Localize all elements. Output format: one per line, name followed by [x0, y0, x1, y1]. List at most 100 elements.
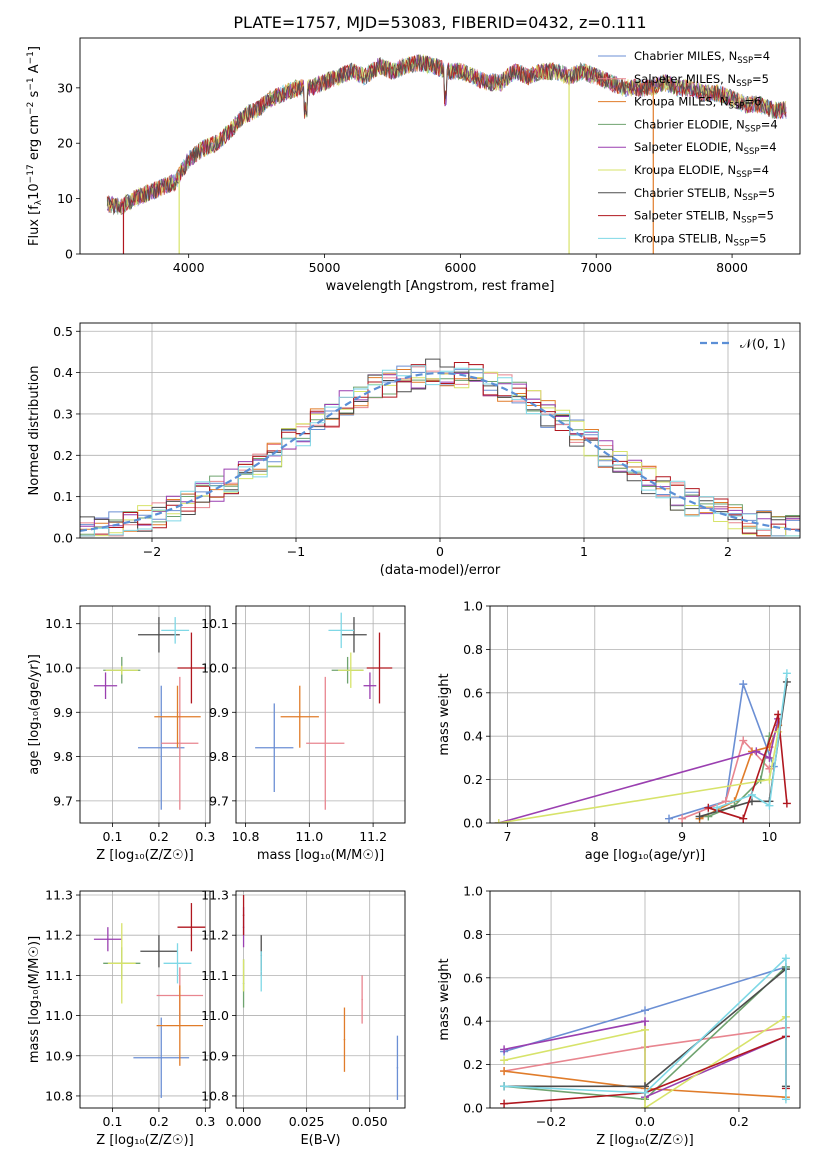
x-tick-label: 0.050 — [352, 1114, 388, 1129]
data-point — [160, 746, 163, 749]
data-point — [343, 1038, 346, 1041]
x-tick-label: 10 — [761, 829, 777, 844]
y-tick-label: 10.0 — [201, 661, 229, 676]
y-tick-label: 0.6 — [463, 685, 483, 700]
x-tick-label: −1 — [287, 544, 305, 559]
data-point — [179, 1024, 181, 1027]
data-point — [324, 742, 327, 745]
y-axis-label-sup: −2 — [26, 102, 36, 115]
weight-marker — [641, 1104, 649, 1108]
y-axis-label-rest: ] — [27, 46, 42, 51]
legend-sub: SSP — [742, 193, 758, 203]
x-tick-label: 0.3 — [195, 1114, 215, 1129]
plot-area — [93, 903, 206, 1098]
y-axis-label: Flux [fλ10−17 erg cm−2 s−1 A−1] — [26, 46, 44, 246]
y-tick-label: 10.8 — [201, 1088, 229, 1103]
y-tick-label: 0 — [65, 247, 73, 262]
y-axis-label: Normed distribution — [27, 366, 42, 496]
legend-entry: Salpeter ELODIE, NSSP=4 — [634, 140, 777, 157]
data-point — [190, 926, 193, 928]
y-tick-label: 9.7 — [53, 793, 73, 808]
y-tick-label: 11.1 — [45, 968, 73, 983]
y-axis-label: mass weight — [437, 673, 452, 755]
weight-line — [708, 714, 788, 820]
data-point — [260, 970, 263, 973]
weight-marker — [500, 1056, 509, 1065]
y-tick-label: 10.9 — [45, 1048, 73, 1063]
data-point — [120, 962, 123, 965]
data-point — [340, 629, 343, 632]
data-point — [378, 667, 381, 669]
axes-weight_vs_age: 7 8 9 10 0.0 0.2 0.4 0.6 0.8 1.0 age [log₁₀(age/yr… — [437, 599, 801, 863]
y-axis-label-rest: 10 — [27, 183, 42, 200]
legend: 𝒩(0, 1) — [700, 336, 786, 351]
plot-frame — [79, 37, 801, 255]
x-axis-label: Z [log₁₀(Z/Z☉)] — [96, 848, 193, 863]
data-point — [179, 742, 181, 745]
y-tick-label: 11.2 — [201, 928, 229, 943]
weight-marker — [695, 812, 704, 821]
plot-area — [255, 612, 393, 810]
y-tick-label: 10.8 — [45, 1088, 73, 1103]
x-tick-label: 11.0 — [295, 829, 323, 844]
axes-weight_vs_Z: −0.2 0.0 0.2 0.0 0.2 0.4 0.6 0.8 1.0 Z [log₁₀(Z/Z… — [437, 884, 801, 1148]
data-point — [176, 962, 179, 965]
data-point — [396, 1067, 399, 1069]
y-tick-label: 0.2 — [463, 1057, 483, 1072]
weight-marker — [500, 1082, 509, 1091]
x-tick-label: 11.2 — [359, 829, 387, 844]
y-tick-label: 9.9 — [53, 705, 73, 720]
weight-line — [668, 683, 775, 820]
y-tick-label: 11.3 — [45, 888, 73, 903]
weight-line — [716, 673, 788, 809]
weight-line — [498, 731, 779, 823]
weight-marker — [765, 801, 774, 810]
data-point — [242, 974, 245, 977]
plot-frame — [235, 605, 406, 824]
x-tick-label: 10.8 — [232, 829, 260, 844]
x-axis-label: Z [log₁₀(Z/Z☉)] — [596, 1133, 693, 1148]
weight-marker — [713, 803, 722, 812]
y-tick-label: 1.0 — [463, 599, 483, 614]
x-axis-label: (data-model)/error — [380, 563, 501, 578]
y-tick-label: 11.1 — [201, 968, 229, 983]
legend-count: =4 — [753, 49, 770, 63]
legend-count: =4 — [761, 117, 778, 131]
x-tick-label: 0 — [436, 544, 444, 559]
x-axis-label: mass [log₁₀(M/M☉)] — [257, 848, 384, 863]
data-point — [176, 715, 179, 718]
weight-marker — [781, 1095, 790, 1104]
legend-entry: Kroupa STELIB, NSSP=5 — [634, 231, 766, 248]
y-tick-label: 0.8 — [463, 642, 483, 657]
y-tick-label: 11.0 — [201, 1008, 229, 1023]
x-tick-label: 0.1 — [103, 829, 123, 844]
x-tick-label: 9 — [678, 829, 686, 844]
histogram-chabrier-stelib — [80, 358, 800, 534]
weight-marker — [500, 1099, 509, 1108]
plot-area — [242, 895, 399, 1100]
x-tick-label: 7 — [503, 829, 511, 844]
x-tick-label: 0.025 — [289, 1114, 325, 1129]
x-tick-label: 2 — [724, 544, 732, 559]
y-tick-label: 0.4 — [463, 1014, 483, 1029]
data-point — [369, 684, 371, 687]
x-axis-label: E(B-V) — [300, 1133, 340, 1148]
legend-entry: Chabrier ELODIE, NSSP=4 — [634, 117, 778, 134]
y-tick-label: 9.7 — [209, 793, 229, 808]
data-point — [120, 669, 123, 672]
plot-frame — [79, 322, 801, 539]
data-point — [242, 914, 245, 916]
y-axis-label-rest: A — [27, 64, 42, 77]
plot-area — [93, 617, 206, 810]
weight-marker — [739, 680, 748, 689]
y-axis-label-rest: erg cm — [27, 115, 42, 164]
legend-count: =5 — [757, 209, 774, 223]
y-tick-label: 0.2 — [53, 448, 73, 463]
y-tick-label: 0.4 — [53, 365, 73, 380]
y-tick-label: 10.1 — [45, 616, 73, 631]
y-axis-label-sub: λ — [34, 199, 44, 205]
y-tick-label: 11.0 — [45, 1008, 73, 1023]
weight-line — [503, 1016, 787, 1108]
weight-marker — [500, 1067, 509, 1076]
y-tick-label: 0.3 — [53, 406, 73, 421]
